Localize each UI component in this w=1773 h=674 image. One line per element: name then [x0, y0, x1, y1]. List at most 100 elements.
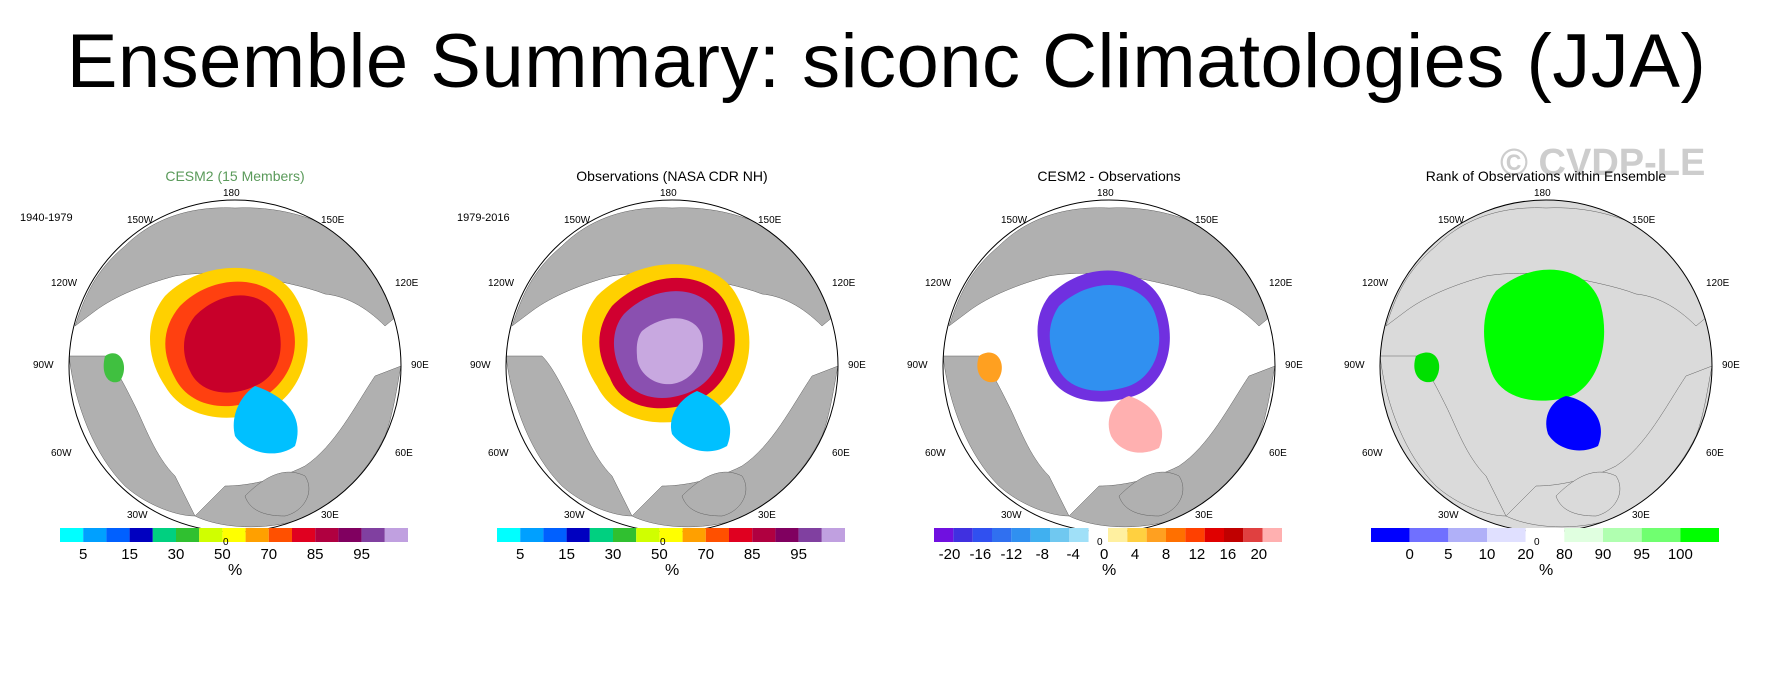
colorbar-tick-label: 50	[214, 546, 231, 563]
colorbar-swatch	[821, 528, 845, 542]
longitude-label-e: 90E	[1285, 360, 1303, 371]
colorbar-units: %	[1539, 562, 1554, 579]
longitude-label-nw: 150W	[1001, 215, 1028, 226]
colorbar-swatch	[1487, 528, 1526, 542]
colorbar-swatch	[1371, 528, 1410, 542]
longitude-label-ene: 120E	[395, 278, 419, 289]
land-mass	[681, 471, 747, 517]
colorbar-swatch	[752, 528, 776, 542]
colorbar-swatch	[1166, 528, 1186, 542]
sea-ice-field	[636, 318, 703, 385]
colorbar-swatch	[384, 528, 408, 542]
colorbar-tick-label: 12	[1188, 546, 1206, 563]
colorbar-tick-label: -20	[938, 546, 961, 563]
longitude-label-n: 180	[1097, 188, 1114, 199]
longitude-label-s: 0	[1097, 537, 1103, 548]
polar-map	[934, 199, 1282, 542]
period-label: 1940-1979	[20, 212, 73, 224]
colorbar-swatch	[1603, 528, 1642, 542]
panel-title: Rank of Observations within Ensemble	[1425, 168, 1667, 184]
colorbar-swatch	[1011, 528, 1031, 542]
colorbar-tick-label: 5	[1444, 546, 1453, 563]
colorbar-swatch	[1127, 528, 1147, 542]
colorbar-units: %	[228, 562, 243, 579]
colorbar-tick-label: 10	[1478, 546, 1496, 563]
longitude-label-e: 90E	[411, 360, 429, 371]
colorbar-swatch	[1680, 528, 1719, 542]
colorbar-tick-label: 0	[1405, 546, 1414, 563]
longitude-label-ese: 60E	[1269, 448, 1287, 459]
colorbar-tick-label: 20	[1250, 546, 1268, 563]
colorbar-swatch	[1243, 528, 1263, 542]
sea-ice-field	[183, 295, 281, 393]
colorbar-swatch	[992, 528, 1012, 542]
longitude-label-nw: 150W	[564, 215, 591, 226]
longitude-label-w: 90W	[1344, 360, 1365, 371]
colorbar-swatch	[934, 528, 954, 542]
sea-ice-field	[1414, 352, 1440, 383]
colorbar-tick-label: 95	[1633, 546, 1650, 563]
colorbar-tick-label: 15	[121, 546, 138, 563]
colorbar-swatch	[1564, 528, 1603, 542]
colorbar-swatch	[1448, 528, 1487, 542]
sea-ice-field	[103, 353, 125, 383]
longitude-label-se: 30E	[321, 510, 339, 521]
colorbar-swatch	[361, 528, 385, 542]
colorbar-swatch	[292, 528, 316, 542]
colorbar-tick-label: 90	[1594, 546, 1612, 563]
longitude-label-w: 90W	[907, 360, 928, 371]
colorbar-swatch	[106, 528, 130, 542]
longitude-label-s: 0	[660, 537, 666, 548]
colorbar-swatch	[222, 528, 246, 542]
colorbar-swatch	[1185, 528, 1205, 542]
colorbar-units: %	[665, 562, 680, 579]
colorbar-swatch	[1108, 528, 1128, 542]
sea-ice-field	[1484, 269, 1605, 401]
colorbar-tick-label: 4	[1130, 546, 1140, 563]
sea-ice-field	[1049, 285, 1160, 391]
colorbar-swatch	[83, 528, 107, 542]
colorbar-tick-label: -4	[1066, 546, 1080, 563]
colorbar-swatch	[1525, 528, 1565, 542]
colorbar-units: %	[1102, 562, 1117, 579]
colorbar-swatch	[1224, 528, 1244, 542]
colorbar-swatch	[566, 528, 590, 542]
panel-title: Observations (NASA CDR NH)	[576, 168, 768, 184]
longitude-label-sw: 30W	[1001, 510, 1022, 521]
colorbar-swatch	[268, 528, 292, 542]
colorbar-swatch	[953, 528, 973, 542]
colorbar-swatch	[1088, 528, 1108, 542]
colorbar-swatch	[129, 528, 153, 542]
longitude-label-n: 180	[1534, 188, 1551, 199]
land-mass	[1555, 471, 1621, 517]
longitude-label-ne: 150E	[321, 215, 345, 226]
colorbar-swatch	[60, 528, 84, 542]
colorbar-swatch	[315, 528, 339, 542]
longitude-label-w: 90W	[470, 360, 491, 371]
longitude-label-n: 180	[223, 188, 240, 199]
sea-ice-field	[977, 352, 1002, 383]
colorbar-tick-label: 70	[260, 546, 278, 563]
colorbar-tick-label: 20	[1517, 546, 1534, 563]
longitude-label-ese: 60E	[395, 448, 413, 459]
longitude-label-wsw: 60W	[925, 448, 946, 459]
colorbar-swatch	[497, 528, 521, 542]
longitude-label-wnw: 120W	[925, 278, 952, 289]
longitude-label-ne: 150E	[1632, 215, 1656, 226]
land-mass	[1505, 365, 1712, 528]
panel-title: CESM2 (15 Members)	[165, 168, 305, 184]
colorbar-tick-label: 100	[1667, 546, 1693, 563]
colorbar-swatch	[1069, 528, 1089, 542]
colorbar-swatch	[775, 528, 799, 542]
longitude-label-se: 30E	[758, 510, 776, 521]
colorbar-swatch	[729, 528, 753, 542]
longitude-label-w: 90W	[33, 360, 54, 371]
colorbar-swatch	[152, 528, 176, 542]
colorbar-swatch	[1641, 528, 1681, 542]
colorbar-swatch	[636, 528, 660, 542]
polar-map	[1371, 199, 1719, 542]
longitude-label-se: 30E	[1632, 510, 1650, 521]
colorbar-tick-label: 0	[1099, 546, 1109, 563]
map-panel-rank: Rank of Observations within Ensemble 180…	[1326, 160, 1766, 660]
colorbar-tick-label: 16	[1219, 546, 1237, 563]
